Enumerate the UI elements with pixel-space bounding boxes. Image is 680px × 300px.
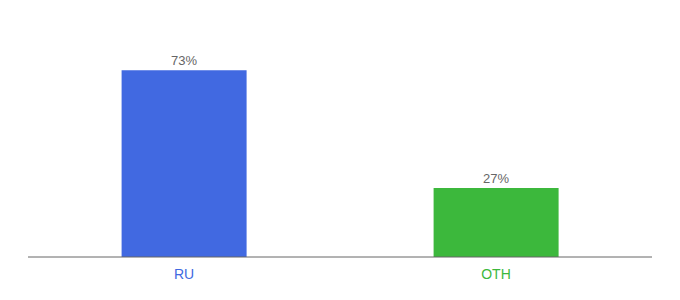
svg-text:OTH: OTH — [481, 266, 511, 282]
svg-text:73%: 73% — [171, 53, 197, 68]
svg-text:27%: 27% — [483, 171, 509, 186]
svg-text:RU: RU — [174, 266, 194, 282]
